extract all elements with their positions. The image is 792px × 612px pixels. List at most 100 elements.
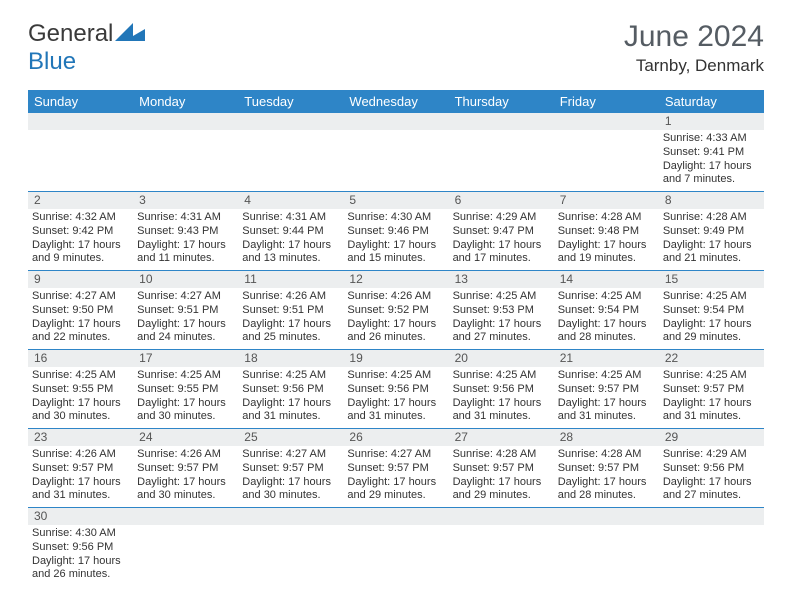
day-data-line: and 24 minutes. <box>137 331 234 345</box>
day-number: 17 <box>133 350 238 367</box>
title-block: June 2024 Tarnby, Denmark <box>624 20 764 76</box>
day-data: Sunrise: 4:29 AMSunset: 9:47 PMDaylight:… <box>453 211 550 266</box>
week-row: 9Sunrise: 4:27 AMSunset: 9:50 PMDaylight… <box>28 271 764 350</box>
day-data: Sunrise: 4:27 AMSunset: 9:57 PMDaylight:… <box>347 448 444 503</box>
day-data-line: Sunrise: 4:26 AM <box>242 290 339 304</box>
day-data-line: and 29 minutes. <box>453 489 550 503</box>
day-cell: 13Sunrise: 4:25 AMSunset: 9:53 PMDayligh… <box>449 271 554 349</box>
day-cell: 8Sunrise: 4:28 AMSunset: 9:49 PMDaylight… <box>659 192 764 270</box>
day-cell-empty <box>28 113 133 191</box>
day-number: 20 <box>449 350 554 367</box>
day-data: Sunrise: 4:25 AMSunset: 9:57 PMDaylight:… <box>663 369 760 424</box>
day-cell: 10 Sunrise: 4:27 AMSunset: 9:51 PMDayligh… <box>133 271 238 349</box>
day-data-line: Sunset: 9:56 PM <box>347 383 444 397</box>
day-data: Sunrise: 4:32 AMSunset: 9:42 PMDaylight:… <box>32 211 129 266</box>
day-data-line: Daylight: 17 hours <box>242 476 339 490</box>
day-data: Sunrise: 4:27 AMSunset: 9:57 PMDaylight:… <box>242 448 339 503</box>
day-data-line: Sunset: 9:51 PM <box>137 304 234 318</box>
day-cell-empty <box>343 113 448 191</box>
day-cell: 22Sunrise: 4:25 AMSunset: 9:57 PMDayligh… <box>659 350 764 428</box>
day-data-line: Sunrise: 4:29 AM <box>663 448 760 462</box>
day-data: Sunrise: 4:26 AMSunset: 9:52 PMDaylight:… <box>347 290 444 345</box>
brand-logo: General <box>28 20 145 48</box>
day-data-line: Sunset: 9:41 PM <box>663 146 760 160</box>
day-number-empty <box>554 508 659 525</box>
day-data-line: Sunrise: 4:31 AM <box>137 211 234 225</box>
day-cell-empty <box>449 113 554 191</box>
day-data-line: Sunset: 9:56 PM <box>453 383 550 397</box>
day-cell: 11Sunrise: 4:26 AMSunset: 9:51 PMDayligh… <box>238 271 343 349</box>
day-data: Sunrise: 4:27 AMSunset: 9:51 PMDaylight:… <box>137 290 234 345</box>
day-data-line: Daylight: 17 hours <box>663 160 760 174</box>
day-cell-empty <box>133 113 238 191</box>
day-number: 15 <box>659 271 764 288</box>
day-data-line: Daylight: 17 hours <box>453 397 550 411</box>
day-cell-empty <box>659 508 764 586</box>
day-data-line: Sunrise: 4:31 AM <box>242 211 339 225</box>
day-data-line: Sunset: 9:52 PM <box>347 304 444 318</box>
day-data-line: Sunset: 9:47 PM <box>453 225 550 239</box>
day-number: 9 <box>28 271 133 288</box>
day-data-line: and 29 minutes. <box>663 331 760 345</box>
day-number: 25 <box>238 429 343 446</box>
day-cell: 21Sunrise: 4:25 AMSunset: 9:57 PMDayligh… <box>554 350 659 428</box>
day-data-line: Sunrise: 4:25 AM <box>242 369 339 383</box>
day-data-line: Sunrise: 4:26 AM <box>32 448 129 462</box>
day-data-line: and 15 minutes. <box>347 252 444 266</box>
day-data-line: Sunset: 9:54 PM <box>663 304 760 318</box>
day-data-line: Daylight: 17 hours <box>558 476 655 490</box>
day-data-line: Sunrise: 4:25 AM <box>558 369 655 383</box>
day-number: 21 <box>554 350 659 367</box>
month-title: June 2024 <box>624 20 764 54</box>
day-data: Sunrise: 4:25 AMSunset: 9:55 PMDaylight:… <box>137 369 234 424</box>
day-number-empty <box>133 113 238 130</box>
day-data-line: Sunrise: 4:25 AM <box>453 369 550 383</box>
day-data: Sunrise: 4:30 AMSunset: 9:46 PMDaylight:… <box>347 211 444 266</box>
day-number-empty <box>343 113 448 130</box>
header: General June 2024 Tarnby, Denmark <box>0 0 792 84</box>
day-data-line: Daylight: 17 hours <box>137 397 234 411</box>
day-data-line: Sunset: 9:44 PM <box>242 225 339 239</box>
day-data-line: Sunrise: 4:26 AM <box>137 448 234 462</box>
day-number: 30 <box>28 508 133 525</box>
day-data-line: and 21 minutes. <box>663 252 760 266</box>
day-data-line: Daylight: 17 hours <box>347 318 444 332</box>
day-data-line: and 7 minutes. <box>663 173 760 187</box>
day-number: 10 <box>133 271 238 288</box>
day-data-line: and 31 minutes. <box>663 410 760 424</box>
day-data-line: Sunset: 9:48 PM <box>558 225 655 239</box>
day-data-line: Sunrise: 4:27 AM <box>347 448 444 462</box>
day-cell: 16Sunrise: 4:25 AMSunset: 9:55 PMDayligh… <box>28 350 133 428</box>
day-data-line: and 31 minutes. <box>453 410 550 424</box>
day-data-line: Sunset: 9:55 PM <box>32 383 129 397</box>
day-data-line: Sunset: 9:42 PM <box>32 225 129 239</box>
day-cell: 20 Sunrise: 4:25 AMSunset: 9:56 PMDayligh… <box>449 350 554 428</box>
day-data: Sunrise: 4:25 AMSunset: 9:56 PMDaylight:… <box>242 369 339 424</box>
day-data: Sunrise: 4:25 AMSunset: 9:56 PMDaylight:… <box>453 369 550 424</box>
day-data-line: Sunrise: 4:25 AM <box>32 369 129 383</box>
day-data-line: and 26 minutes. <box>347 331 444 345</box>
day-data-line: and 30 minutes. <box>32 410 129 424</box>
day-data-line: Sunset: 9:56 PM <box>242 383 339 397</box>
day-number: 28 <box>554 429 659 446</box>
day-cell: 25 Sunrise: 4:27 AMSunset: 9:57 PMDayligh… <box>238 429 343 507</box>
day-data-line: Daylight: 17 hours <box>663 318 760 332</box>
day-number: 11 <box>238 271 343 288</box>
day-data: Sunrise: 4:25 AMSunset: 9:53 PMDaylight:… <box>453 290 550 345</box>
day-data: Sunrise: 4:25 AMSunset: 9:54 PMDaylight:… <box>558 290 655 345</box>
day-cell: 1Sunrise: 4:33 AMSunset: 9:41 PMDaylight… <box>659 113 764 191</box>
day-data-line: Sunset: 9:51 PM <box>242 304 339 318</box>
day-data-line: Daylight: 17 hours <box>663 476 760 490</box>
day-cell: 2Sunrise: 4:32 AMSunset: 9:42 PMDaylight… <box>28 192 133 270</box>
day-number: 16 <box>28 350 133 367</box>
day-data-line: Daylight: 17 hours <box>558 318 655 332</box>
day-cell: 19Sunrise: 4:25 AMSunset: 9:56 PMDayligh… <box>343 350 448 428</box>
day-data-line: Daylight: 17 hours <box>32 555 129 569</box>
day-data-line: and 28 minutes. <box>558 489 655 503</box>
day-number: 7 <box>554 192 659 209</box>
week-row: 16Sunrise: 4:25 AMSunset: 9:55 PMDayligh… <box>28 350 764 429</box>
location-label: Tarnby, Denmark <box>624 56 764 76</box>
day-data-line: Daylight: 17 hours <box>242 397 339 411</box>
day-data: Sunrise: 4:28 AMSunset: 9:49 PMDaylight:… <box>663 211 760 266</box>
day-number: 3 <box>133 192 238 209</box>
